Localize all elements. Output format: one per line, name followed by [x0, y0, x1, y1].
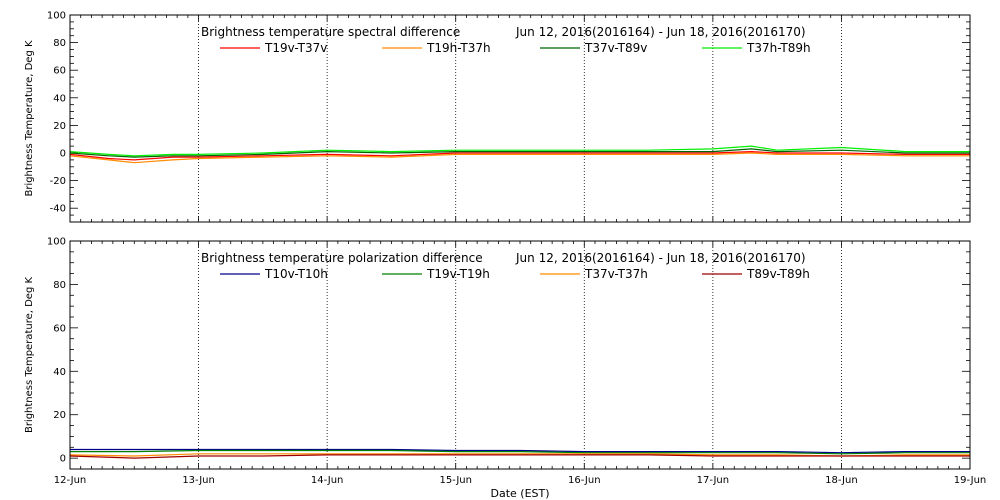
y-axis-label: Brightness Temperature, Deg K — [24, 277, 35, 434]
y-tick-label: 0 — [60, 454, 66, 465]
chart-title: Brightness temperature polarization diff… — [201, 251, 483, 265]
y-tick-label: 40 — [53, 93, 66, 104]
y-tick-label: 40 — [53, 367, 66, 378]
legend-label: T19h-T37h — [426, 41, 491, 55]
series-line-t37v-t89v — [69, 148, 970, 158]
plot-frame — [69, 14, 971, 223]
series-line-t89v-t89h — [69, 454, 970, 459]
x-tick-label: 17-Jun — [697, 475, 730, 486]
y-tick-label: 60 — [53, 66, 66, 77]
y-axis-label: Brightness Temperature, Deg K — [24, 40, 35, 197]
x-tick-label: 14-Jun — [311, 475, 344, 486]
x-tick-label: 19-Jun — [954, 475, 987, 486]
legend-label: T10v-T10h — [264, 267, 328, 281]
series-line-t10v-t10h — [70, 448, 970, 454]
legend-label: T37v-T89v — [584, 41, 647, 55]
legend-label: T37h-T89h — [746, 41, 811, 55]
series-line-t19v-t37v — [69, 150, 970, 161]
chart-date-range: Jun 12, 2016(2016164) - Jun 18, 2016(201… — [515, 25, 806, 39]
series-line-t19v-t19h — [70, 449, 970, 455]
chart-date-range: Jun 12, 2016(2016164) - Jun 18, 2016(201… — [515, 251, 806, 265]
y-tick-label: 20 — [53, 410, 66, 421]
y-tick-label: -20 — [50, 176, 66, 187]
y-tick-label: 80 — [53, 280, 66, 291]
y-tick-label: 100 — [47, 11, 66, 22]
chart-title: Brightness temperature spectral differen… — [201, 25, 460, 39]
x-tick-label: 18-Jun — [825, 475, 858, 486]
polarization-difference-panel: 0 20 40 60 80 100 Brightness Temperature, Deg … — [24, 237, 986, 500]
y-tick-label: 20 — [53, 121, 66, 132]
y-tick-label: -40 — [50, 204, 66, 215]
legend-label: T89v-T89h — [746, 267, 810, 281]
legend-label: T19v-T19h — [426, 267, 490, 281]
x-tick-label: 16-Jun — [568, 475, 601, 486]
legend-label: T37v-T37h — [584, 267, 648, 281]
plot-frame — [69, 240, 971, 470]
legend-label: T19v-T37v — [264, 41, 327, 55]
y-tick-label: 80 — [53, 38, 66, 49]
y-tick-label: 0 — [60, 149, 66, 160]
series-line-t19h-t37h — [69, 152, 970, 164]
x-tick-label: 12-Jun — [54, 475, 87, 486]
y-tick-label: 60 — [53, 323, 66, 334]
y-tick-label: 100 — [47, 237, 66, 248]
x-axis-label: Date (EST) — [490, 487, 549, 500]
x-tick-label: 13-Jun — [182, 475, 215, 486]
spectral-difference-panel: -40 -20 0 20 40 60 80 100 Brightness Temperature… — [24, 11, 971, 223]
x-tick-label: 15-Jun — [439, 475, 472, 486]
series-line-t37h-t89h — [69, 145, 970, 157]
